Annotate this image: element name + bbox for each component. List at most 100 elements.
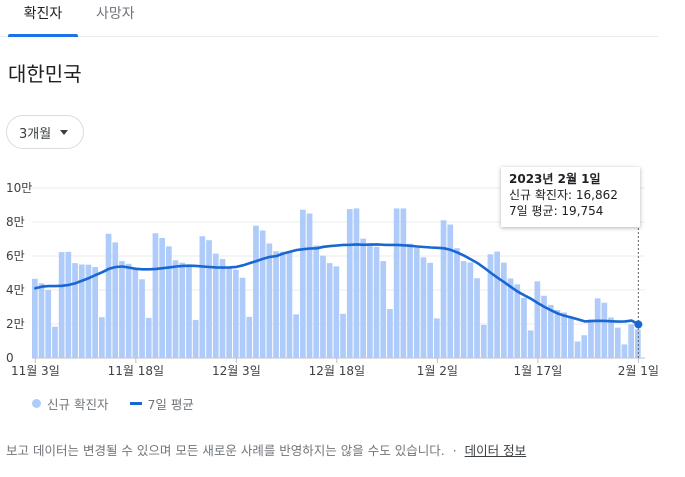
bar (474, 278, 480, 358)
bar (454, 248, 460, 358)
bar (199, 236, 206, 358)
bar (65, 251, 72, 358)
bar (58, 252, 65, 358)
bar (300, 209, 306, 358)
bar (38, 283, 45, 358)
bar (407, 243, 413, 358)
bar (233, 269, 239, 358)
bar (480, 324, 487, 358)
tab-confirmed-cases[interactable]: 확진자 (8, 0, 78, 37)
legend-bars-label: 신규 확진자 (47, 397, 109, 412)
bar (494, 251, 500, 358)
bar (125, 263, 132, 358)
bar (85, 264, 92, 358)
x-tick-label: 12월 18일 (309, 364, 365, 378)
bar (581, 335, 588, 358)
bar (527, 330, 534, 358)
x-tick-label: 11월 18일 (108, 364, 164, 378)
bar (393, 208, 400, 358)
bar (313, 245, 320, 358)
caret-down-icon (60, 129, 69, 135)
hover-marker-dot (634, 320, 643, 329)
chart-legend: 신규 확진자 7일 평균 (32, 394, 194, 413)
tooltip-average: 7일 평균: 19,754 (509, 204, 604, 218)
bar (507, 278, 514, 358)
x-tick-label: 11월 3일 (11, 364, 60, 378)
metric-tabs: 확진자 사망자 (0, 0, 658, 37)
bar (259, 230, 266, 358)
bar (286, 251, 293, 358)
bar (219, 259, 226, 358)
x-axis-ticks: 11월 3일 11월 18일 12월 3일 12월 18일 1월 2일 1월 17일 2월 … (11, 358, 659, 378)
legend-line-label: 7일 평균 (147, 397, 194, 412)
bar (534, 281, 541, 358)
bar (521, 297, 527, 358)
y-axis-ticks: 0 2만 4만 6만 8만 10만 (6, 181, 32, 365)
bar (547, 304, 554, 358)
bar (273, 251, 279, 358)
bar (574, 341, 581, 358)
bar (32, 278, 38, 358)
bar (621, 344, 628, 358)
bar (628, 324, 634, 358)
x-tick-label: 1월 2일 (417, 364, 458, 378)
bar (380, 261, 387, 358)
y-tick-label: 4만 (6, 283, 25, 297)
bar (306, 213, 313, 358)
bar (387, 309, 393, 358)
bar (434, 318, 440, 358)
bar (320, 255, 326, 358)
bar (588, 319, 594, 358)
bar (279, 251, 286, 358)
y-tick-label: 2만 (6, 317, 25, 331)
bar (132, 267, 139, 358)
legend-bar-swatch (32, 399, 41, 408)
bar (186, 267, 192, 358)
bar (119, 261, 125, 358)
bar (420, 257, 427, 358)
bar (253, 225, 259, 358)
bar (594, 298, 601, 358)
chart-tooltip: 2023년 2월 1일 신규 확진자: 16,862 7일 평균: 19,754 (501, 167, 640, 227)
bar (266, 243, 273, 358)
bar (152, 233, 159, 358)
bar (326, 263, 333, 358)
bar (635, 329, 641, 358)
bar (246, 316, 253, 358)
y-tick-label: 10만 (6, 181, 32, 195)
bar (112, 242, 119, 358)
bar (105, 233, 112, 358)
data-disclaimer: 보고 데이터는 변경될 수 있으며 모든 새로운 사례를 반영하지는 않을 수도… (6, 440, 526, 459)
data-info-link[interactable]: 데이터 정보 (464, 443, 527, 458)
bar (447, 224, 454, 358)
bar (212, 253, 219, 358)
bar (561, 312, 567, 358)
chart-bars (32, 208, 641, 358)
bar (239, 277, 246, 358)
disclaimer-text: 보고 데이터는 변경될 수 있으며 모든 새로운 사례를 반영하지는 않을 수도… (6, 443, 445, 458)
y-tick-label: 8만 (6, 215, 25, 229)
bar (608, 317, 614, 358)
bar (467, 262, 474, 358)
tooltip-cases: 신규 확진자: 16,862 (509, 188, 618, 202)
bar (568, 316, 574, 358)
tab-deaths[interactable]: 사망자 (96, 6, 135, 22)
bar (541, 295, 547, 358)
footnote-separator: · (452, 443, 457, 458)
bar (92, 267, 98, 358)
bar (226, 268, 232, 358)
bar (139, 279, 145, 358)
bar (400, 208, 407, 358)
bar (501, 262, 507, 358)
seven-day-average-line (34, 243, 640, 326)
period-dropdown[interactable]: 3개월 (6, 115, 84, 149)
bar (78, 264, 85, 358)
bar (514, 284, 521, 358)
bar (440, 220, 447, 358)
bar (373, 246, 380, 358)
bar (367, 243, 373, 358)
bar (145, 317, 152, 358)
x-tick-label: 12월 3일 (212, 364, 261, 378)
period-label: 3개월 (19, 126, 52, 142)
